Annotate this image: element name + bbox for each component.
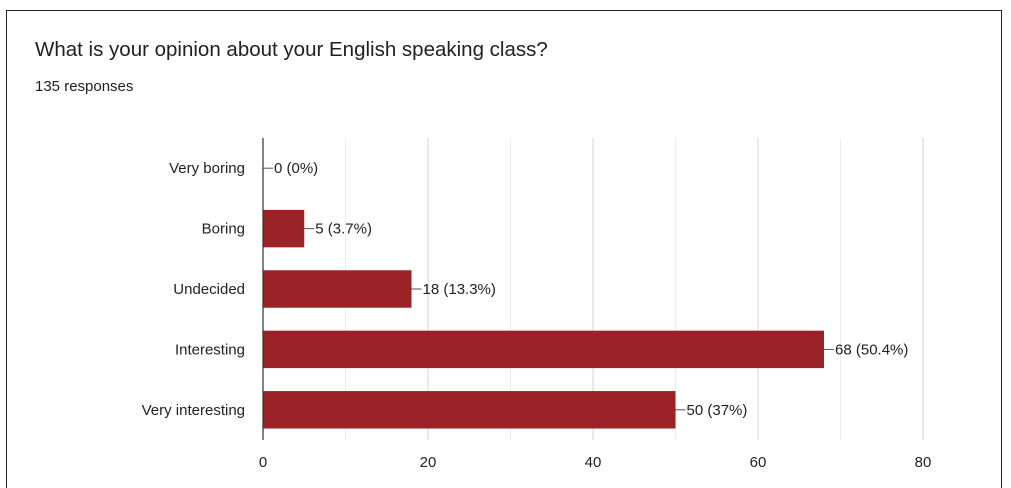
category-label: Very interesting (142, 402, 245, 419)
category-label: Boring (202, 221, 245, 238)
x-tick-label: 0 (259, 454, 267, 471)
data-label: 0 (0%) (274, 160, 318, 177)
bar (263, 209, 305, 248)
data-label: 50 (37%) (687, 402, 748, 419)
question-title: What is your opinion about your English … (35, 38, 548, 61)
response-count: 135 responses (35, 78, 134, 95)
bar (263, 270, 412, 308)
data-label: 5 (3.7%) (315, 221, 372, 238)
data-label: 18 (13.3%) (423, 281, 496, 298)
data-label: 68 (50.4%) (835, 341, 908, 358)
x-tick-label: 60 (750, 454, 767, 471)
x-tick-label: 40 (585, 454, 602, 471)
labels: 0 20 40 60 80 Very boring 0 (0%) Boring 5 (3.7%)… (142, 160, 932, 471)
category-label: Interesting (175, 341, 245, 358)
x-tick-label: 20 (420, 454, 437, 471)
bar (263, 330, 824, 369)
bars (263, 209, 824, 429)
category-label: Very boring (169, 160, 245, 177)
x-tick-label: 80 (915, 454, 932, 471)
bar (263, 391, 676, 429)
category-label: Undecided (173, 281, 245, 298)
gridlines (345, 138, 924, 440)
